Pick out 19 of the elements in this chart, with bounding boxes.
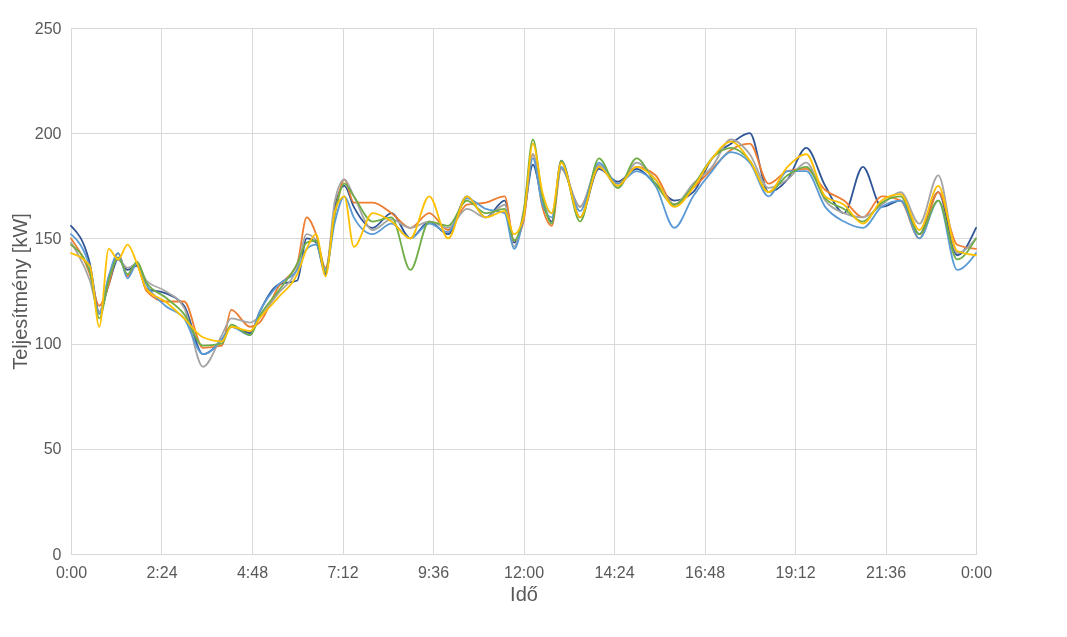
x-tick-label: 7:12 bbox=[327, 563, 359, 581]
x-tick-label: 14:24 bbox=[594, 563, 635, 581]
x-tick-label: 4:48 bbox=[236, 563, 269, 581]
y-tick-label: 250 bbox=[34, 19, 62, 37]
y-tick-label: 100 bbox=[34, 335, 62, 353]
x-tick-label: 0:00 bbox=[960, 563, 993, 581]
x-tick-label: 16:48 bbox=[684, 563, 726, 581]
y-tick-label: 50 bbox=[43, 440, 62, 458]
x-tick-label: 21:36 bbox=[865, 563, 907, 581]
x-tick-label: 0:00 bbox=[55, 563, 88, 581]
x-tick-label: 2:24 bbox=[146, 563, 178, 581]
y-tick-label: 0 bbox=[52, 545, 62, 563]
y-tick-label: 150 bbox=[34, 229, 62, 247]
x-tick-label: 12:00 bbox=[503, 563, 545, 581]
y-tick-label: 200 bbox=[34, 124, 62, 142]
y-axis-title: Teljesítmény [kW] bbox=[8, 213, 31, 370]
x-axis-title: Idő bbox=[510, 582, 538, 605]
x-tick-label: 9:36 bbox=[417, 563, 450, 581]
x-tick-label: 19:12 bbox=[775, 563, 816, 581]
